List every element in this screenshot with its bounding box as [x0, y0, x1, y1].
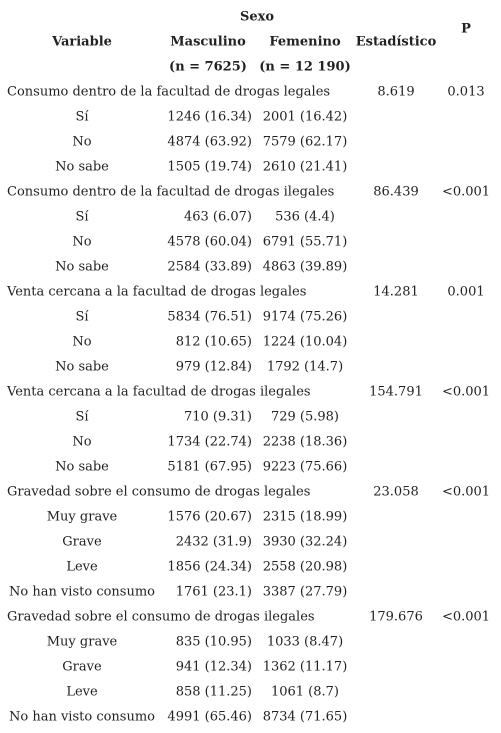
row-label: Muy grave [47, 635, 118, 650]
p-value: 0.001 [447, 285, 484, 300]
cell-masculino: 1856 (24.34) [167, 560, 252, 575]
cell-femenino: 536 (4.4) [275, 210, 335, 225]
row-label: Sí [75, 310, 89, 325]
group-title: Gravedad sobre el consumo de drogas ileg… [7, 610, 315, 625]
cell-masculino: 1246 (16.34) [167, 110, 252, 125]
p-value: <0.001 [442, 185, 490, 200]
statistic: 23.058 [373, 485, 419, 500]
row-label: Grave [62, 660, 102, 675]
cell-femenino: 3387 (27.79) [263, 585, 348, 600]
row-label: No [72, 435, 91, 450]
n-label: (n = 12 190) [259, 60, 350, 75]
cell-femenino: 8734 (71.65) [263, 710, 348, 725]
cell-femenino: 1061 (8.7) [271, 685, 339, 700]
row-label: Sí [75, 110, 89, 125]
group-title: Consumo dentro de la facultad de drogas … [7, 185, 334, 200]
row-label: Sí [75, 210, 89, 225]
cell-masculino: 2584 (33.89) [167, 260, 252, 275]
cell-masculino: 5834 (76.51) [167, 310, 252, 325]
row-label: No han visto consumo [9, 710, 155, 725]
row-label: No [72, 135, 91, 150]
n-label: (n = 7625) [169, 60, 247, 75]
cell-masculino: 812 (10.65) [176, 335, 252, 350]
statistic: 14.281 [373, 285, 419, 300]
cell-masculino: 1576 (20.67) [167, 510, 252, 525]
group-title: Gravedad sobre el consumo de drogas lega… [7, 485, 310, 500]
cell-femenino: 2315 (18.99) [263, 510, 348, 525]
row-label: No han visto consumo [9, 585, 155, 600]
cell-femenino: 2610 (21.41) [263, 160, 348, 175]
column-header: P [461, 22, 471, 37]
p-value: <0.001 [442, 385, 490, 400]
cell-femenino: 9223 (75.66) [263, 460, 348, 475]
column-header: Femenino [269, 35, 341, 50]
statistic: 8.619 [377, 85, 414, 100]
cell-femenino: 2001 (16.42) [263, 110, 348, 125]
cell-femenino: 7579 (62.17) [263, 135, 348, 150]
p-value: <0.001 [442, 610, 490, 625]
row-label: No sabe [55, 460, 109, 475]
cell-femenino: 1362 (11.17) [263, 660, 348, 675]
cell-masculino: 4991 (65.46) [167, 710, 252, 725]
cell-masculino: 2432 (31.9) [176, 535, 252, 550]
cell-femenino: 4863 (39.89) [263, 260, 348, 275]
row-label: No sabe [55, 260, 109, 275]
row-label: Leve [66, 560, 98, 575]
group-title: Venta cercana a la facultad de drogas il… [6, 385, 311, 400]
cell-femenino: 2238 (18.36) [263, 435, 348, 450]
group-title: Venta cercana a la facultad de drogas le… [6, 285, 306, 300]
row-label: No [72, 235, 91, 250]
group-header: Sexo [240, 10, 274, 25]
cell-femenino: 3930 (32.24) [263, 535, 348, 550]
cell-masculino: 858 (11.25) [176, 685, 252, 700]
cell-masculino: 979 (12.84) [176, 360, 252, 375]
statistic: 154.791 [369, 385, 423, 400]
cell-femenino: 9174 (75.26) [263, 310, 348, 325]
row-label: No sabe [55, 160, 109, 175]
row-label: Leve [66, 685, 98, 700]
cell-femenino: 2558 (20.98) [263, 560, 348, 575]
cell-masculino: 1761 (23.1) [176, 585, 252, 600]
cell-femenino: 729 (5.98) [271, 410, 339, 425]
column-header: Masculino [170, 35, 246, 50]
row-label: Sí [75, 410, 89, 425]
cell-masculino: 463 (6.07) [184, 210, 252, 225]
cell-masculino: 4874 (63.92) [167, 135, 252, 150]
column-header: Variable [51, 35, 112, 50]
cell-masculino: 1734 (22.74) [167, 435, 252, 450]
row-label: Muy grave [47, 510, 118, 525]
group-title: Consumo dentro de la facultad de drogas … [7, 85, 330, 100]
cell-masculino: 4578 (60.04) [167, 235, 252, 250]
cell-masculino: 835 (10.95) [176, 635, 252, 650]
statistic: 179.676 [369, 610, 423, 625]
cell-masculino: 5181 (67.95) [167, 460, 252, 475]
row-label: No [72, 335, 91, 350]
row-label: No sabe [55, 360, 109, 375]
statistic: 86.439 [373, 185, 419, 200]
cell-femenino: 1033 (8.47) [267, 635, 343, 650]
row-label: Grave [62, 535, 102, 550]
column-header: Estadístico [356, 35, 437, 50]
cell-femenino: 1792 (14.7) [267, 360, 343, 375]
cell-femenino: 1224 (10.04) [263, 335, 348, 350]
p-value: <0.001 [442, 485, 490, 500]
cell-masculino: 941 (12.34) [176, 660, 252, 675]
cell-masculino: 710 (9.31) [184, 410, 252, 425]
cell-femenino: 6791 (55.71) [263, 235, 348, 250]
cell-masculino: 1505 (19.74) [167, 160, 252, 175]
p-value: 0.013 [447, 85, 484, 100]
